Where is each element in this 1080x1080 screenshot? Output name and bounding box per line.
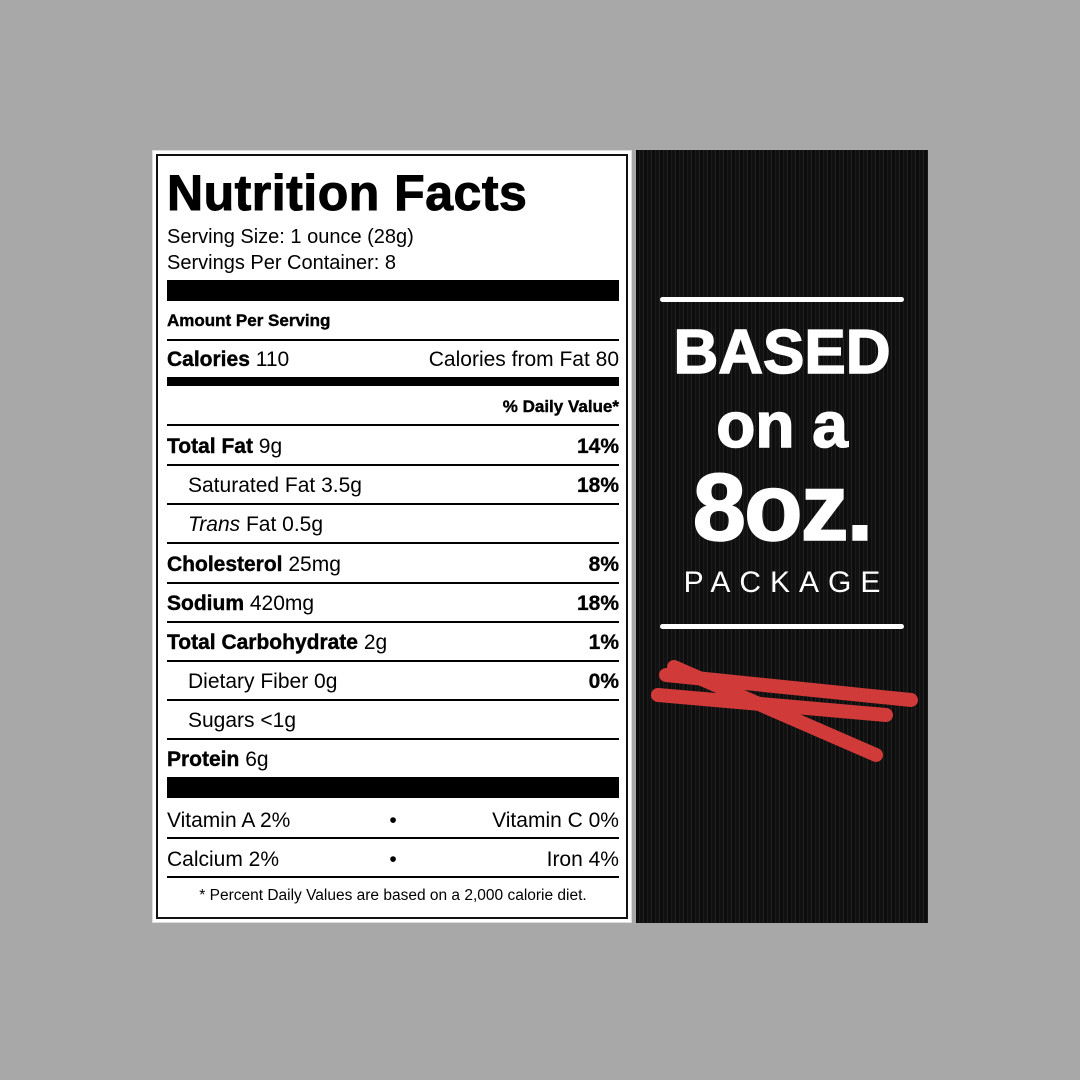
calories-from-fat: Calories from Fat 80 (428, 348, 619, 371)
nutrient-amount: <1g (260, 709, 297, 732)
thick-divider (167, 777, 619, 798)
servings-per-container: Servings Per Container: 8 (167, 252, 397, 274)
top-rule (660, 297, 904, 302)
bullet: • (389, 809, 397, 832)
nutrient-row: Total Fat 9g 14% (167, 434, 619, 460)
nutrient-daily-value: 18% (576, 592, 619, 615)
divider (167, 621, 619, 623)
nutrient-amount: 9g (258, 435, 283, 458)
nutrition-facts-label: Nutrition Facts Serving Size: 1 ounce (2… (152, 150, 632, 923)
vitamin-row: Vitamin A 2% • Vitamin C 0% (167, 808, 619, 834)
nutrient-amount: 0g (314, 670, 338, 693)
package-text: PACKAGE (683, 566, 890, 599)
divider (167, 837, 619, 839)
divider (167, 876, 619, 878)
bottom-rule (660, 624, 904, 629)
serving-size: Serving Size: 1 ounce (28g) (167, 226, 414, 248)
nutrient-daily-value: 1% (588, 631, 619, 654)
based-text: BASED (673, 317, 892, 388)
nutrient-row: Sodium 420mg 18% (167, 591, 619, 617)
nutrient-label: Cholesterol (167, 553, 283, 576)
nutrient-daily-value: 14% (576, 435, 619, 458)
divider (167, 582, 619, 584)
nutrient-row: Dietary Fiber 0g 0% (167, 669, 619, 695)
nutrient-amount: 6g (245, 748, 269, 771)
thick-divider (167, 280, 619, 301)
calories-value: 110 (255, 348, 290, 371)
label-title: Nutrition Facts (167, 165, 528, 222)
label-border (156, 154, 628, 919)
nutrient-row: Total Carbohydrate 2g 1% (167, 630, 619, 656)
iron: Iron 4% (546, 848, 619, 871)
nutrient-daily-value: 8% (588, 553, 619, 576)
nutrient-label: Trans (188, 513, 241, 536)
divider (167, 464, 619, 466)
nutrient-row: Protein 6g (167, 747, 619, 773)
package-info-panel: BASED on a 8oz. PACKAGE (636, 150, 928, 923)
medium-divider (167, 377, 619, 386)
calcium: Calcium 2% (167, 848, 280, 871)
nutrient-label: Dietary Fiber (188, 670, 309, 693)
meat-stick (667, 660, 883, 762)
nutrient-amount: 0.5g (282, 513, 324, 536)
nutrient-daily-value: 18% (576, 474, 619, 497)
nutrient-row: Sugars <1g (167, 708, 619, 734)
nutrient-label: Sugars (188, 709, 255, 732)
nutrient-row: Trans Fat 0.5g (167, 512, 619, 538)
amount-per-serving: Amount Per Serving (167, 311, 331, 330)
nutrient-row: Saturated Fat 3.5g 18% (167, 473, 619, 499)
8oz-text: 8oz. (692, 454, 874, 561)
nutrient-row: Cholesterol 25mg 8% (167, 552, 619, 578)
footnote: * Percent Daily Values are based on a 2,… (199, 887, 587, 904)
calories-label: Calories (167, 348, 250, 371)
vitamin-row: Calcium 2% • Iron 4% (167, 847, 619, 873)
divider (167, 503, 619, 505)
vitamin-a: Vitamin A 2% (167, 809, 291, 832)
divider (167, 424, 619, 426)
nutrient-label-rest: Fat (245, 513, 277, 536)
nutrient-label: Total Carbohydrate (167, 631, 358, 654)
nutrient-amount: 25mg (288, 553, 341, 576)
nutrient-amount: 420mg (249, 592, 315, 615)
nutrient-amount: 3.5g (321, 474, 362, 497)
nutrient-amount: 2g (363, 631, 388, 654)
meat-sticks-image (651, 660, 918, 762)
bullet: • (389, 848, 397, 871)
divider (167, 660, 619, 662)
nutrient-daily-value: 0% (588, 670, 619, 693)
divider (167, 339, 619, 341)
nutrient-label: Sodium (167, 592, 244, 615)
nutrient-label: Saturated Fat (188, 474, 316, 497)
on-a-text: on a (715, 389, 848, 461)
nutrient-label: Total Fat (167, 435, 253, 458)
divider (167, 542, 619, 544)
daily-value-header: % Daily Value* (502, 397, 620, 416)
divider (167, 738, 619, 740)
vitamin-c: Vitamin C 0% (492, 809, 619, 832)
calories-row: Calories 110 Calories from Fat 80 (167, 347, 619, 373)
nutrient-label: Protein (167, 748, 240, 771)
divider (167, 699, 619, 701)
